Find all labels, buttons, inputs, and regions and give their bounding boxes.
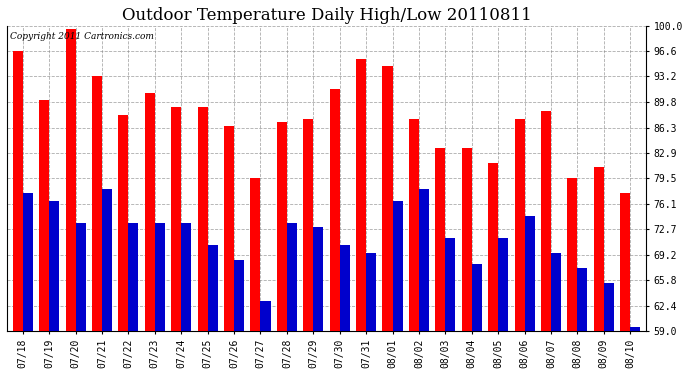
Bar	[171, 108, 181, 331]
Bar	[498, 238, 509, 331]
Bar	[102, 189, 112, 331]
Bar	[620, 193, 630, 331]
Bar	[155, 223, 165, 331]
Bar	[287, 223, 297, 331]
Bar	[66, 29, 76, 331]
Bar	[393, 201, 402, 331]
Bar	[435, 148, 445, 331]
Bar	[234, 260, 244, 331]
Bar	[445, 238, 455, 331]
Bar	[92, 76, 102, 331]
Text: Copyright 2011 Cartronics.com: Copyright 2011 Cartronics.com	[10, 32, 154, 40]
Bar	[366, 253, 376, 331]
Bar	[39, 100, 49, 331]
Bar	[472, 264, 482, 331]
Bar	[260, 301, 270, 331]
Bar	[76, 223, 86, 331]
Bar	[551, 253, 561, 331]
Bar	[515, 118, 524, 331]
Bar	[128, 223, 139, 331]
Bar	[49, 201, 59, 331]
Bar	[250, 178, 260, 331]
Bar	[356, 59, 366, 331]
Bar	[119, 115, 128, 331]
Bar	[488, 164, 498, 331]
Bar	[23, 193, 33, 331]
Bar	[594, 167, 604, 331]
Bar	[567, 178, 578, 331]
Bar	[419, 189, 429, 331]
Bar	[578, 268, 587, 331]
Bar	[462, 148, 472, 331]
Bar	[630, 327, 640, 331]
Title: Outdoor Temperature Daily High/Low 20110811: Outdoor Temperature Daily High/Low 20110…	[121, 7, 531, 24]
Bar	[303, 118, 313, 331]
Bar	[409, 118, 419, 331]
Bar	[524, 216, 535, 331]
Bar	[12, 51, 23, 331]
Bar	[224, 126, 234, 331]
Bar	[181, 223, 191, 331]
Bar	[339, 245, 350, 331]
Bar	[197, 108, 208, 331]
Bar	[277, 122, 287, 331]
Bar	[541, 111, 551, 331]
Bar	[313, 227, 324, 331]
Bar	[330, 89, 339, 331]
Bar	[382, 66, 393, 331]
Bar	[604, 283, 614, 331]
Bar	[208, 245, 217, 331]
Bar	[145, 93, 155, 331]
